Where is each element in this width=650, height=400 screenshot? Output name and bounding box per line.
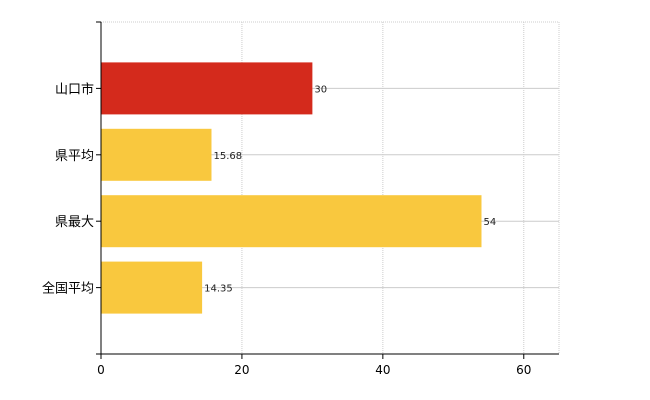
category-label-2: 県最大	[55, 215, 94, 230]
bar-2	[101, 195, 482, 248]
x-tick-label-0: 0	[97, 363, 105, 377]
category-label-0: 山口市	[55, 81, 94, 97]
bar-0	[101, 62, 313, 115]
category-label-1: 県平均	[55, 149, 94, 164]
x-tick-label-2: 40	[375, 363, 390, 377]
x-tick-label-3: 60	[516, 363, 531, 377]
data-label-0: 30	[314, 84, 327, 95]
bar-1	[101, 128, 212, 181]
axes	[96, 21, 559, 359]
bars	[101, 62, 482, 314]
data-label-3: 14.35	[204, 284, 233, 295]
data-label-1: 15.68	[213, 151, 242, 162]
data-label-2: 54	[483, 217, 496, 228]
category-label-3: 全国平均	[42, 281, 94, 297]
bar-3	[101, 261, 203, 314]
x-tick-label-1: 20	[234, 363, 249, 377]
